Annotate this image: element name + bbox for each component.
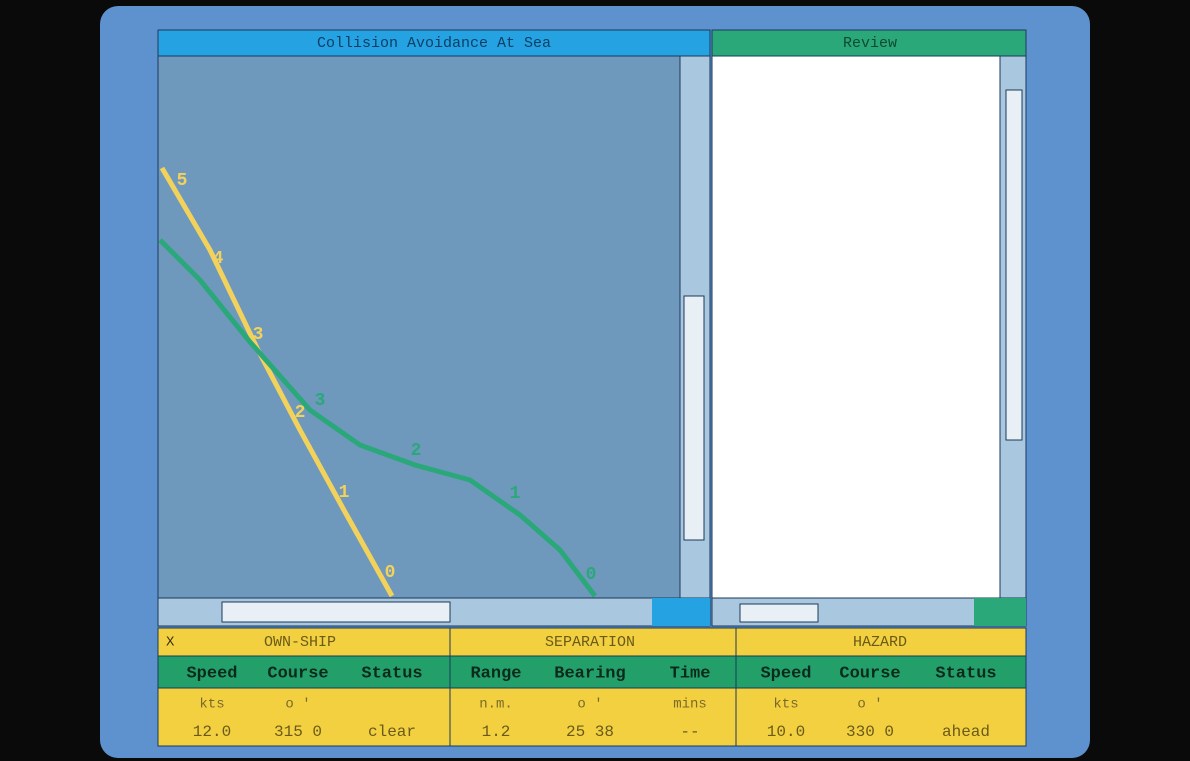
own-track-label: 4 — [213, 249, 224, 269]
group-label: SEPARATION — [545, 634, 635, 651]
column-header: Course — [267, 664, 328, 683]
value-cell: 1.2 — [482, 723, 511, 741]
main-title: Collision Avoidance At Sea — [317, 35, 551, 52]
value-cell: ahead — [942, 723, 990, 741]
own-track-label: 1 — [339, 483, 350, 503]
own-track-label: 2 — [295, 403, 306, 423]
own-track-label: 3 — [253, 325, 264, 345]
hazard-track-label: 3 — [315, 391, 326, 411]
review-window — [712, 30, 1026, 626]
hazard-track-label: 0 — [586, 565, 597, 585]
unit-label: o ' — [577, 697, 602, 713]
size-box[interactable] — [974, 598, 1026, 626]
scroll-thumb[interactable] — [684, 296, 704, 540]
column-header: Bearing — [554, 664, 625, 683]
table-corner: X — [166, 635, 175, 651]
unit-label: n.m. — [479, 697, 513, 713]
scroll-thumb[interactable] — [222, 602, 450, 622]
value-cell: -- — [680, 723, 699, 741]
size-box[interactable] — [652, 598, 710, 626]
value-cell: 330 0 — [846, 723, 894, 741]
own-track-label: 5 — [177, 171, 188, 191]
value-cell: 315 0 — [274, 723, 322, 741]
column-header: Speed — [186, 664, 237, 683]
column-header: Time — [670, 664, 711, 683]
unit-label: o ' — [857, 697, 882, 713]
hazard-track-label: 1 — [510, 484, 521, 504]
scroll-thumb[interactable] — [1006, 90, 1022, 440]
page: Collision Avoidance At Sea Review 543210… — [0, 0, 1190, 761]
column-header: Speed — [760, 664, 811, 683]
column-header: Course — [839, 664, 900, 683]
unit-label: kts — [773, 697, 798, 713]
column-header: Range — [470, 664, 521, 683]
group-label: OWN-SHIP — [264, 634, 336, 651]
column-header: Status — [935, 664, 996, 683]
screen: Collision Avoidance At Sea Review 543210… — [0, 0, 1190, 761]
own-track-label: 0 — [385, 563, 396, 583]
unit-label: o ' — [285, 697, 310, 713]
group-label: HAZARD — [853, 634, 907, 651]
column-header: Status — [361, 664, 422, 683]
review-title: Review — [843, 35, 897, 52]
hazard-track-label: 2 — [411, 441, 422, 461]
scroll-thumb[interactable] — [740, 604, 818, 622]
value-cell: 10.0 — [767, 723, 805, 741]
value-cell: 25 38 — [566, 723, 614, 741]
value-cell: 12.0 — [193, 723, 231, 741]
unit-label: mins — [673, 697, 707, 713]
unit-label: kts — [199, 697, 224, 713]
value-cell: clear — [368, 723, 416, 741]
